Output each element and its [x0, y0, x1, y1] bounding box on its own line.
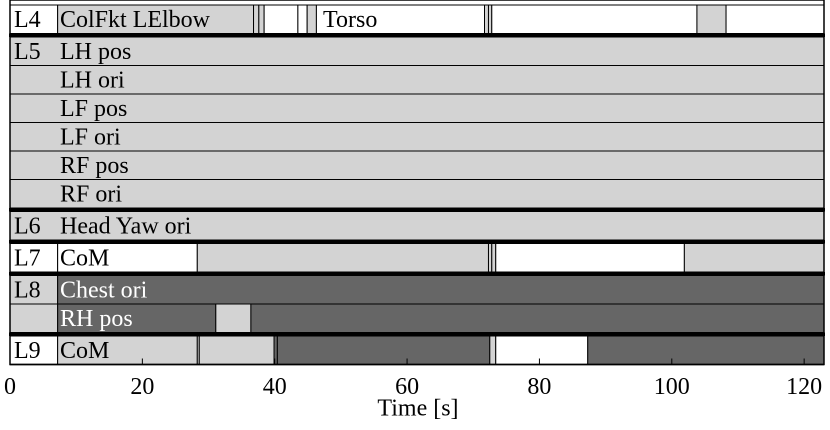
row-label: RF ori — [60, 181, 122, 207]
segment — [57, 335, 198, 365]
group-separator — [9, 33, 825, 37]
segment — [196, 243, 489, 273]
group-separator — [9, 332, 825, 336]
segment — [491, 4, 698, 34]
segment — [491, 243, 497, 273]
annotation: Torso — [323, 7, 377, 33]
group-label: L9 — [14, 338, 41, 364]
x-tick-label: 120 — [786, 374, 822, 400]
segment — [484, 4, 489, 34]
group-label: L8 — [14, 277, 41, 303]
segment — [9, 4, 59, 34]
row-label: RH pos — [60, 306, 133, 332]
row-label: ColFkt LElbow — [60, 7, 211, 33]
segment — [263, 4, 299, 34]
row-label: LH ori — [60, 67, 125, 93]
segment — [253, 4, 260, 34]
segment — [276, 335, 491, 365]
group-separator — [9, 240, 825, 244]
segment — [495, 335, 589, 365]
segment — [198, 335, 275, 365]
segment — [315, 4, 486, 34]
x-tick-label: 100 — [654, 374, 690, 400]
group-label: L5 — [14, 39, 41, 65]
segment — [57, 4, 255, 34]
row-label: LH pos — [60, 39, 131, 65]
segment — [725, 4, 825, 34]
group-separator — [9, 208, 825, 212]
x-tick-label: 0 — [4, 374, 16, 400]
segment — [9, 122, 825, 152]
segment — [250, 303, 825, 333]
x-tick-label: 60 — [395, 374, 419, 400]
segment — [587, 335, 825, 365]
segment — [306, 4, 317, 34]
segment — [489, 335, 497, 365]
segment — [9, 36, 825, 66]
x-tick-label: 80 — [527, 374, 551, 400]
group-label: L7 — [14, 245, 41, 271]
segment — [683, 243, 825, 273]
frame — [9, 0, 825, 366]
x-tick-label: 40 — [263, 374, 287, 400]
x-tick-label: 20 — [130, 374, 154, 400]
segment — [696, 4, 727, 34]
row-label: Chest ori — [60, 277, 148, 303]
row-label: CoM — [60, 338, 109, 364]
segment — [9, 150, 825, 180]
row-label: CoM — [60, 245, 109, 271]
row-label: LF pos — [60, 96, 127, 122]
row-label: RF pos — [60, 153, 129, 179]
segment — [9, 179, 825, 209]
row-label: LF ori — [60, 124, 121, 150]
segment — [9, 303, 59, 333]
row-label: Head Yaw ori — [60, 213, 192, 239]
segment — [9, 93, 825, 123]
x-axis-label: Time [s] — [377, 396, 458, 422]
segment — [297, 4, 308, 34]
segment — [57, 275, 825, 305]
segment — [215, 303, 252, 333]
segment — [258, 4, 265, 34]
group-label: L6 — [14, 213, 41, 239]
group-label: L4 — [14, 7, 41, 33]
segment — [495, 243, 685, 273]
segment — [9, 65, 825, 95]
group-separator — [9, 272, 825, 276]
